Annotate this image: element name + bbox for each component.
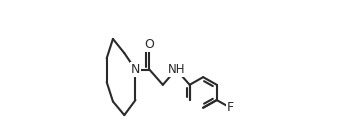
Text: F: F	[227, 101, 234, 114]
Text: N: N	[131, 63, 140, 76]
Text: NH: NH	[167, 63, 185, 76]
Text: O: O	[144, 38, 154, 51]
